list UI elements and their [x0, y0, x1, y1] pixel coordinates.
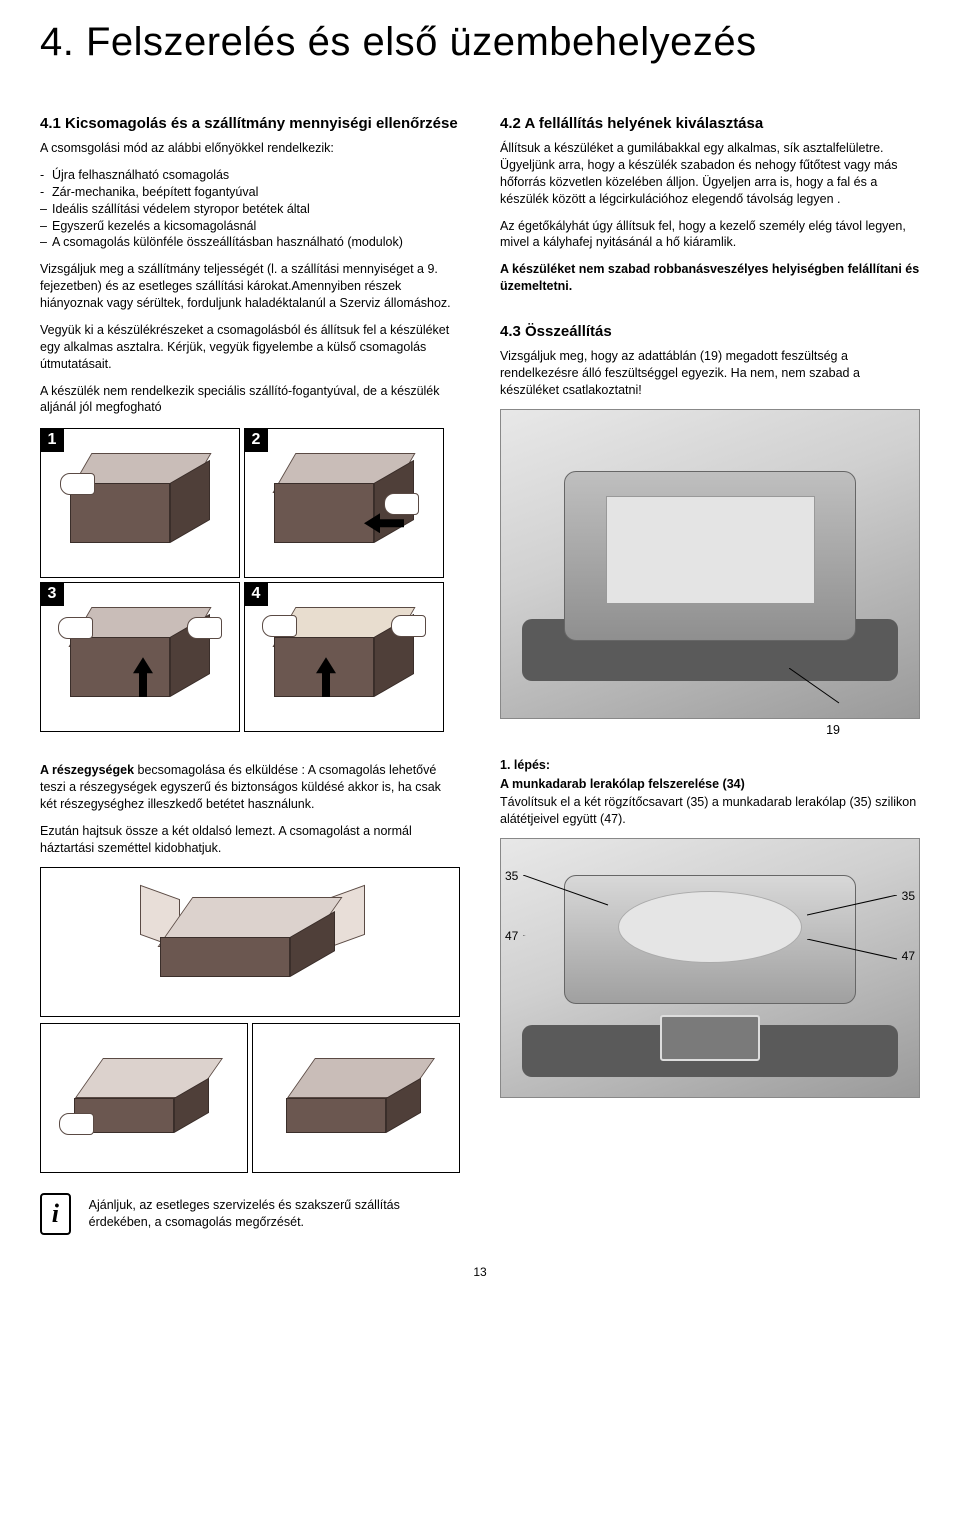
callout-line [807, 939, 897, 969]
diagram-3: 3 [40, 582, 240, 732]
info-text: Ajánljuk, az esetleges szervizelés és sz… [89, 1197, 460, 1231]
sec43-title: 4.3 Összeállítás [500, 323, 920, 340]
bullet: Ideális szállítási védelem styropor beté… [40, 201, 460, 218]
label-35-left: 35 [505, 869, 518, 883]
callout-line [789, 668, 849, 708]
sec42-p3: A készüléket nem szabad robbanásveszélye… [500, 261, 920, 295]
diagram-2: 2 [244, 428, 444, 578]
left-column: 4.1 Kicsomagolás és a szállítmány mennyi… [40, 115, 460, 1235]
info-icon: i [40, 1193, 71, 1235]
sec41-title: 4.1 Kicsomagolás és a szállítmány mennyi… [40, 115, 460, 132]
bullet: Zár-mechanika, beépített fogantyúval [40, 184, 460, 201]
sec42-p2: Az égetőkályhát úgy állítsuk fel, hogy a… [500, 218, 920, 252]
callout-line [523, 875, 613, 915]
callout-line [523, 935, 613, 955]
sec41-p1: Vizsgáljuk meg a szállítmány teljességét… [40, 261, 460, 312]
device-front-photo: 35 47 35 47 [500, 838, 920, 1098]
box-illustration [70, 607, 210, 707]
diagram-4: 4 [244, 582, 444, 732]
info-note: i Ajánljuk, az esetleges szervizelés és … [40, 1193, 460, 1235]
step1-line1-text: 1. lépés: [500, 758, 550, 772]
repack-diagram-closed-row [40, 1023, 460, 1173]
sec42-p1: Állítsuk a készüléket a gumilábakkal egy… [500, 140, 920, 208]
repack-p2: Ezután hajtsuk össze a két oldalsó lemez… [40, 823, 460, 857]
sec41-p3: A készülék nem rendelkezik speciális szá… [40, 383, 460, 417]
step1-line3: Távolítsuk el a két rögzítőcsavart (35) … [500, 794, 920, 828]
step1-line2: A munkadarab lerakólap felszerelése (34) [500, 776, 920, 793]
bullet: Újra felhasználható csomagolás [40, 167, 460, 184]
page-title: 4. Felszerelés és első üzembehelyezés [40, 20, 920, 65]
device-rear-photo [500, 409, 920, 719]
bullet: Egyszerű kezelés a kicsomagolásnál [40, 218, 460, 235]
callout-line [807, 895, 897, 925]
bullet: A csomagolás különféle összeállításban h… [40, 234, 460, 251]
diagram-num: 4 [244, 582, 268, 606]
label-35-right: 35 [902, 889, 915, 903]
box-illustration [70, 453, 210, 553]
repack-p1: A részegységek becsomagolása és elküldés… [40, 762, 460, 813]
sec41-p2: Vegyük ki a készülékrészeket a csomagolá… [40, 322, 460, 373]
sec42-title: 4.2 A fellállítás helyének kiválasztása [500, 115, 920, 132]
label-47-right: 47 [902, 949, 915, 963]
sec43-p1: Vizsgáljuk meg, hogy az adattáblán (19) … [500, 348, 920, 399]
diagram-num: 3 [40, 582, 64, 606]
right-column: 4.2 A fellállítás helyének kiválasztása … [500, 115, 920, 1235]
page-number: 13 [40, 1265, 920, 1279]
box-illustration [274, 607, 414, 707]
diagram-1: 1 [40, 428, 240, 578]
diagram-num: 1 [40, 428, 64, 452]
box-illustration [274, 453, 414, 553]
repack-diagram-open [40, 867, 460, 1017]
repack-p1-bold: A részegységek [40, 763, 134, 777]
repack-diagram-strap [40, 1023, 248, 1173]
label-19: 19 [500, 723, 920, 737]
unpacking-diagrams: 1 2 3 [40, 428, 460, 732]
diagram-num: 2 [244, 428, 268, 452]
repack-diagram-done [252, 1023, 460, 1173]
step1-line1: 1. lépés: [500, 757, 920, 774]
label-47-left: 47 [505, 929, 518, 943]
sec41-intro: A csomsgolási mód az alábbi előnyökkel r… [40, 140, 460, 157]
sec41-bullets: Újra felhasználható csomagolás Zár-mecha… [40, 167, 460, 251]
